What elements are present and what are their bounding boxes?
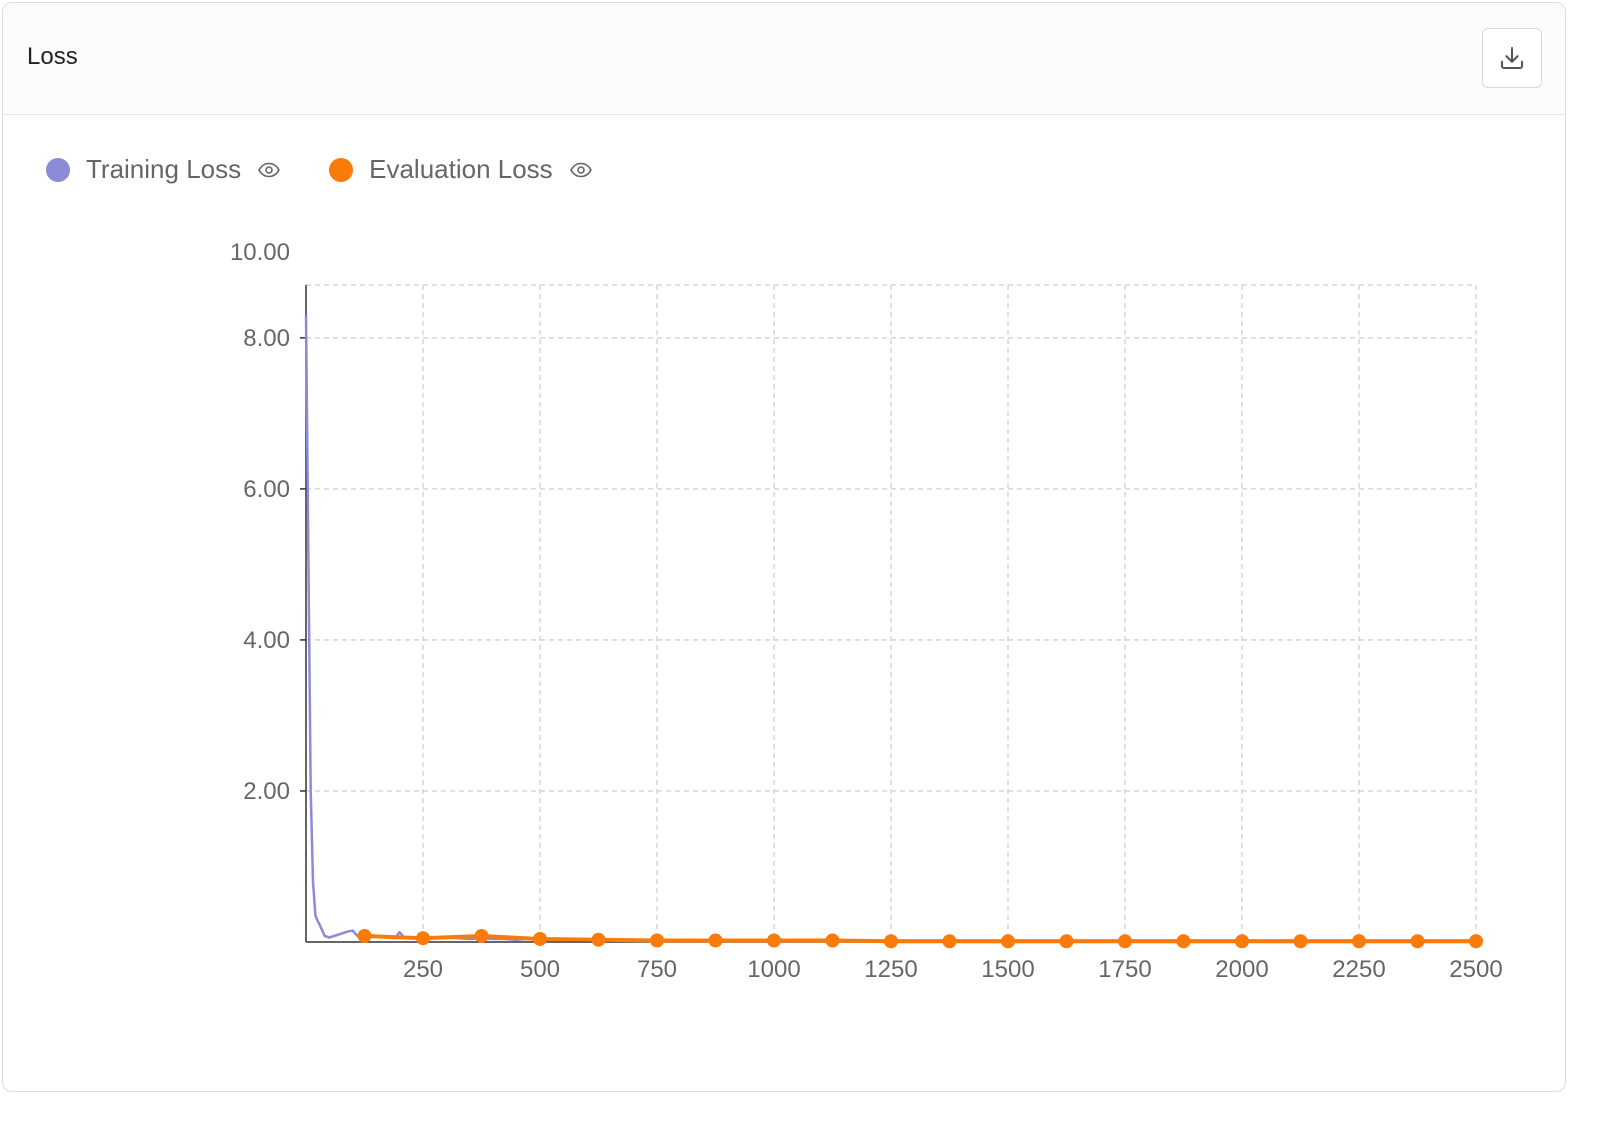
x-tick-label: 2500 bbox=[1449, 956, 1502, 983]
legend-label-evaluation-loss: Evaluation Loss bbox=[369, 154, 553, 184]
download-button[interactable] bbox=[1482, 28, 1542, 88]
x-tick-label: 1500 bbox=[981, 956, 1034, 983]
legend-item-training-loss[interactable]: Training Loss bbox=[46, 154, 281, 185]
evaluation-loss-point bbox=[474, 928, 489, 943]
evaluation-loss-point bbox=[1059, 934, 1074, 949]
evaluation-loss-point bbox=[650, 933, 664, 948]
card-header: Loss bbox=[3, 3, 1565, 115]
evaluation-loss-point bbox=[708, 933, 723, 948]
evaluation-loss-point bbox=[591, 932, 606, 947]
download-icon bbox=[1501, 47, 1523, 69]
evaluation-loss-point bbox=[416, 931, 430, 946]
x-tick-label: 1000 bbox=[747, 956, 800, 983]
y-tick-label: 10.00 bbox=[230, 239, 290, 266]
x-tick-label: 1250 bbox=[864, 956, 917, 983]
evaluation-loss-point bbox=[942, 934, 957, 949]
y-tick-label: 8.00 bbox=[243, 325, 290, 352]
y-tick-label: 6.00 bbox=[243, 476, 290, 503]
evaluation-loss-swatch bbox=[329, 157, 354, 182]
chart-title: Loss bbox=[27, 43, 78, 70]
evaluation-loss-point bbox=[1352, 934, 1366, 949]
loss-card: Loss bbox=[2, 2, 1566, 1092]
evaluation-loss-point bbox=[1001, 934, 1015, 949]
evaluation-loss-point bbox=[1176, 934, 1191, 949]
evaluation-loss-point bbox=[357, 928, 372, 943]
evaluation-loss-point bbox=[1410, 934, 1425, 949]
evaluation-loss-line bbox=[364, 934, 1476, 944]
evaluation-loss-point bbox=[533, 931, 547, 946]
x-tick-label: 2250 bbox=[1332, 956, 1385, 983]
evaluation-loss-point bbox=[1293, 934, 1308, 949]
eye-icon[interactable] bbox=[257, 158, 281, 182]
x-tick-label: 1750 bbox=[1098, 956, 1151, 983]
training-loss-swatch bbox=[46, 157, 70, 182]
legend-item-evaluation-loss[interactable]: Evaluation Loss bbox=[329, 154, 593, 185]
y-tick-label: 4.00 bbox=[243, 627, 290, 654]
x-tick-label: 750 bbox=[637, 956, 677, 983]
x-tick-label: 250 bbox=[403, 956, 443, 983]
x-tick-label: 500 bbox=[520, 956, 560, 983]
y-tick-label: 2.00 bbox=[243, 778, 290, 805]
evaluation-loss-point bbox=[1235, 934, 1249, 949]
evaluation-loss-point bbox=[825, 933, 840, 948]
evaluation-loss-point bbox=[767, 933, 781, 948]
evaluation-loss-point bbox=[1469, 934, 1483, 949]
legend-label-training-loss: Training Loss bbox=[86, 154, 242, 184]
evaluation-loss-point bbox=[1118, 934, 1132, 949]
evaluation-loss-point bbox=[884, 934, 898, 949]
eye-icon[interactable] bbox=[569, 158, 593, 182]
x-tick-label: 2000 bbox=[1215, 956, 1268, 983]
chart-legend: Training Loss Evaluation Loss bbox=[46, 154, 641, 185]
